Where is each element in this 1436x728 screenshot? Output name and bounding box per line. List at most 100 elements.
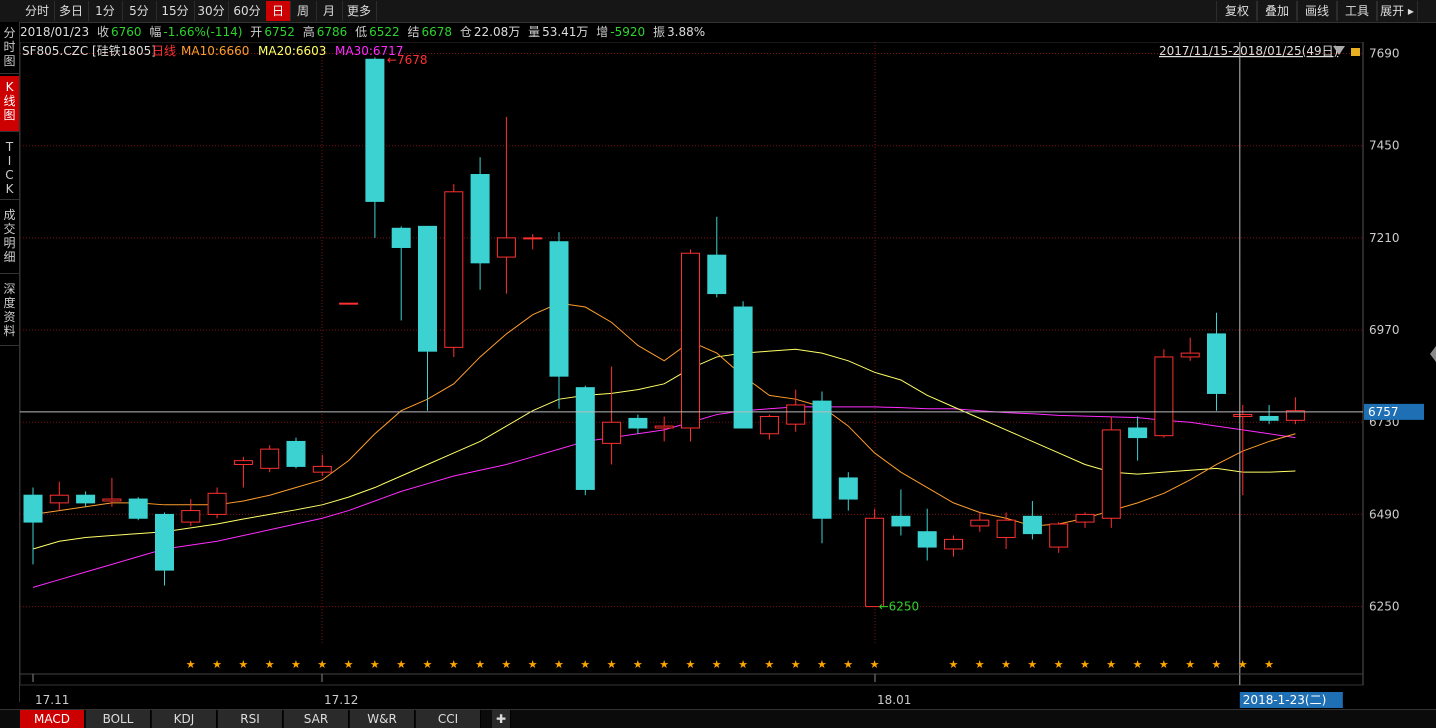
candle-body: [786, 404, 806, 425]
sidebar-tab-4[interactable]: 深度资料: [0, 278, 19, 346]
indicator-tab-1[interactable]: BOLL: [86, 710, 151, 728]
period-tab-6[interactable]: 60分: [228, 1, 267, 21]
indicator-tab-6[interactable]: CCI: [416, 710, 481, 728]
tool-button-4[interactable]: 展开 ▸: [1376, 1, 1418, 21]
signal-star-icon: ★: [344, 658, 354, 671]
indicator-tab-3[interactable]: RSI: [218, 710, 283, 728]
signal-star-icon: ★: [291, 658, 301, 671]
signal-star-icon: ★: [449, 658, 459, 671]
signal-star-icon: ★: [1106, 658, 1116, 671]
candle-body: [418, 225, 437, 352]
signal-star-icon: ★: [949, 658, 959, 671]
candle-body: [1154, 356, 1174, 437]
candle-body: [391, 227, 411, 248]
candle-body: [549, 241, 569, 377]
candle-body: [207, 492, 227, 515]
legend-ma10: MA10:6660: [181, 44, 249, 58]
signal-star-icon: ★: [659, 658, 669, 671]
info-close-label: 收: [97, 25, 110, 39]
signal-star-icon: ★: [607, 658, 617, 671]
tool-button-1[interactable]: 叠加: [1256, 1, 1298, 21]
signal-star-icon: ★: [501, 658, 511, 671]
info-change: -1.66%(-114): [163, 25, 243, 39]
period-tab-10[interactable]: 更多: [342, 1, 377, 21]
signal-star-icon: ★: [633, 658, 643, 671]
candle-body: [944, 538, 963, 550]
candle-body: [102, 498, 122, 502]
plus-icon[interactable]: ✚: [492, 710, 511, 728]
candle-body: [23, 494, 43, 523]
period-tab-1[interactable]: 多日: [54, 1, 89, 21]
crosshair-date: 2018-1-23(二): [1243, 693, 1326, 707]
info-high: 6786: [316, 25, 348, 39]
period-tab-8[interactable]: 周: [290, 1, 317, 21]
signal-star-icon: ★: [370, 658, 380, 671]
candle-body: [339, 302, 359, 305]
candle-body: [759, 415, 779, 435]
tool-button-2[interactable]: 画线: [1296, 1, 1338, 21]
quote-info-bar: 2018/01/23 收 6760 幅 -1.66%(-114) 开 6752 高 67…: [20, 22, 1430, 42]
tool-button-0[interactable]: 复权: [1216, 1, 1258, 21]
period-tab-0[interactable]: 分时: [20, 1, 55, 21]
ma20-line: [32, 348, 1296, 550]
candle-body: [1285, 410, 1305, 421]
period-tab-4[interactable]: 15分: [156, 1, 195, 21]
candle-body: [1049, 523, 1069, 548]
indicator-tab-2[interactable]: KDJ: [152, 710, 217, 728]
indicator-tab-4[interactable]: SAR: [284, 710, 349, 728]
info-date: 2018/01/23: [20, 25, 90, 39]
candle-body: [681, 252, 700, 429]
sidebar-tab-3[interactable]: 成交明细: [0, 204, 19, 274]
signal-star-icon: ★: [1238, 658, 1248, 671]
indicator-tab-5[interactable]: W&R: [350, 710, 415, 728]
signal-star-icon: ★: [554, 658, 564, 671]
indicator-tab-0[interactable]: MACD: [20, 710, 85, 728]
signal-star-icon: ★: [265, 658, 275, 671]
candle-body: [812, 400, 832, 519]
candle-body: [286, 440, 306, 467]
info-amp-label: 振: [652, 25, 665, 39]
signal-star-icon: ★: [870, 658, 880, 671]
candle-body: [865, 517, 885, 608]
info-amp: 3.88%: [667, 25, 706, 39]
signal-star-icon: ★: [1133, 658, 1143, 671]
signal-star-icon: ★: [580, 658, 590, 671]
candle-body: [1180, 352, 1200, 358]
candle-body: [628, 417, 648, 429]
info-open: 6752: [264, 25, 295, 39]
max-price-label: ←7678: [387, 53, 428, 67]
signal-star-icon: ★: [475, 658, 485, 671]
candle-body: [365, 58, 385, 202]
period-tab-3[interactable]: 5分: [122, 1, 157, 21]
period-tab-7[interactable]: 日: [266, 1, 291, 21]
info-change-label: 幅: [149, 25, 162, 39]
signal-star-icon: ★: [1054, 658, 1064, 671]
signal-star-icon: ★: [843, 658, 853, 671]
info-vol: 53.41万: [542, 25, 589, 39]
sidebar-tab-0[interactable]: 分时图: [0, 22, 19, 74]
candle-body: [602, 421, 622, 444]
candle-body: [891, 515, 911, 527]
tool-button-3[interactable]: 工具: [1336, 1, 1378, 21]
legend-ma20: MA20:6603: [258, 44, 326, 58]
signal-star-icon: ★: [1001, 658, 1011, 671]
period-tab-9[interactable]: 月: [316, 1, 343, 21]
signal-star-icon: ★: [1159, 658, 1169, 671]
info-inc: -5920: [610, 25, 646, 39]
y-tick-label: 7450: [1369, 139, 1400, 153]
candle-body: [128, 498, 148, 519]
period-tab-2[interactable]: 1分: [88, 1, 123, 21]
lock-icon: [1351, 48, 1360, 56]
signal-star-icon: ★: [1027, 658, 1037, 671]
period-tab-5[interactable]: 30分: [194, 1, 229, 21]
candle-body: [996, 519, 1016, 538]
legend-ma30: MA30:6717: [335, 44, 403, 58]
signal-star-icon: ★: [738, 658, 748, 671]
candle-body: [523, 237, 543, 240]
info-vol-label: 量: [528, 25, 541, 39]
x-tick-label: 17.12: [324, 693, 358, 707]
candle-body: [970, 519, 990, 527]
